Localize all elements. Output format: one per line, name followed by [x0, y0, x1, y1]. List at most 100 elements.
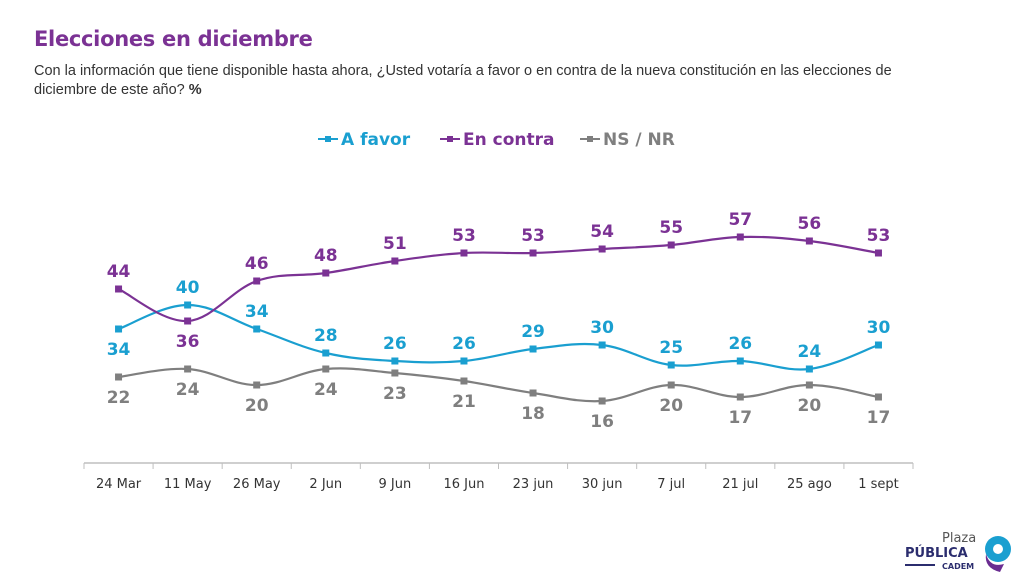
data-label-a-favor: 40: [176, 278, 200, 298]
x-tick-label: 21 jul: [722, 477, 758, 492]
data-label-ns-nr: 18: [521, 404, 545, 424]
logo-line1: Plaza: [942, 531, 976, 546]
data-label-ns-nr: 20: [798, 396, 822, 416]
data-point-a-favor: [115, 325, 123, 333]
data-label-en-contra: 56: [798, 214, 822, 234]
data-point-ns-nr: [253, 381, 261, 389]
logo-line3: CADEM: [942, 562, 974, 571]
data-label-ns-nr: 20: [245, 396, 269, 416]
x-tick-label: 23 jun: [513, 477, 554, 492]
legend-marker-en-contra: [447, 136, 453, 142]
data-point-a-favor: [529, 345, 537, 353]
data-point-ns-nr: [322, 365, 330, 373]
data-point-en-contra: [391, 257, 399, 265]
data-point-ns-nr: [115, 373, 123, 381]
data-point-a-favor: [391, 357, 399, 365]
data-label-a-favor: 28: [314, 326, 338, 346]
data-label-a-favor: 29: [521, 322, 545, 342]
data-point-en-contra: [736, 233, 744, 241]
plaza-publica-cadem-logo: Plaza PÚBLICA CADEM: [900, 528, 1020, 573]
data-label-ns-nr: 17: [867, 408, 891, 428]
series-line-en-contra: [118, 235, 879, 323]
data-point-en-contra: [253, 277, 261, 285]
data-point-a-favor: [805, 365, 813, 373]
logo-line2: PÚBLICA: [905, 545, 968, 561]
data-label-ns-nr: 23: [383, 384, 407, 404]
data-point-a-favor: [667, 361, 675, 369]
legend-label-en-contra: En contra: [463, 130, 554, 150]
data-point-ns-nr: [529, 389, 537, 397]
data-label-en-contra: 48: [314, 246, 338, 266]
x-tick-label: 9 Jun: [379, 477, 412, 492]
subtitle-text: Con la información que tiene disponible …: [34, 63, 892, 98]
data-point-en-contra: [460, 249, 468, 257]
data-label-a-favor: 34: [107, 340, 131, 360]
x-tick-label: 24 Mar: [96, 477, 142, 492]
data-point-a-favor: [598, 341, 606, 349]
legend-marker-ns-nr: [587, 136, 593, 142]
data-label-en-contra: 53: [867, 226, 891, 246]
data-point-en-contra: [184, 317, 192, 325]
data-label-ns-nr: 24: [314, 380, 338, 400]
data-label-ns-nr: 17: [728, 408, 752, 428]
data-point-a-favor: [874, 341, 882, 349]
data-point-ns-nr: [874, 393, 882, 401]
legend-label-ns-nr: NS / NR: [603, 130, 675, 150]
data-label-ns-nr: 21: [452, 392, 476, 412]
data-point-ns-nr: [736, 393, 744, 401]
data-label-ns-nr: 24: [176, 380, 200, 400]
data-label-a-favor: 26: [383, 334, 407, 354]
series-line-a-favor: [118, 303, 879, 371]
data-point-en-contra: [598, 245, 606, 253]
data-label-en-contra: 53: [452, 226, 476, 246]
data-label-en-contra: 36: [176, 332, 200, 352]
x-tick-label: 1 sept: [858, 477, 899, 492]
data-label-a-favor: 34: [245, 302, 269, 322]
data-point-a-favor: [253, 325, 261, 333]
data-point-en-contra: [667, 241, 675, 249]
chart-subtitle: Con la información que tiene disponible …: [34, 62, 934, 100]
data-point-en-contra: [805, 237, 813, 245]
data-point-ns-nr: [460, 377, 468, 385]
data-label-ns-nr: 20: [659, 396, 683, 416]
data-point-en-contra: [115, 285, 123, 293]
data-label-a-favor: 26: [452, 334, 476, 354]
data-label-en-contra: 55: [659, 218, 683, 238]
subtitle-unit: %: [188, 82, 202, 98]
data-point-ns-nr: [805, 381, 813, 389]
data-point-a-favor: [460, 357, 468, 365]
series-line-ns-nr: [118, 367, 879, 403]
x-tick-label: 16 Jun: [443, 477, 484, 492]
page-title: Elecciones en diciembre: [34, 27, 313, 51]
legend-marker-a-favor: [325, 136, 331, 142]
data-label-a-favor: 24: [798, 342, 822, 362]
data-label-en-contra: 53: [521, 226, 545, 246]
data-label-en-contra: 44: [107, 262, 131, 282]
x-tick-label: 7 jul: [657, 477, 685, 492]
data-label-en-contra: 57: [728, 210, 752, 230]
data-label-a-favor: 30: [590, 318, 614, 338]
data-point-en-contra: [874, 249, 882, 257]
x-tick-label: 26 May: [233, 477, 281, 492]
data-label-a-favor: 26: [728, 334, 752, 354]
data-point-ns-nr: [598, 397, 606, 405]
data-point-en-contra: [529, 249, 537, 257]
data-label-ns-nr: 16: [590, 412, 614, 432]
data-point-ns-nr: [391, 369, 399, 377]
data-point-a-favor: [736, 357, 744, 365]
logo-graphic: Plaza PÚBLICA CADEM: [905, 531, 1011, 572]
data-label-en-contra: 51: [383, 234, 407, 254]
data-point-a-favor: [184, 301, 192, 309]
x-tick-label: 25 ago: [787, 477, 832, 492]
data-label-ns-nr: 22: [107, 388, 131, 408]
x-tick-label: 2 Jun: [309, 477, 342, 492]
data-point-ns-nr: [184, 365, 192, 373]
data-point-en-contra: [322, 269, 330, 277]
data-point-ns-nr: [667, 381, 675, 389]
x-tick-label: 30 jun: [582, 477, 623, 492]
data-label-a-favor: 30: [867, 318, 891, 338]
x-tick-label: 11 May: [164, 477, 212, 492]
data-label-en-contra: 54: [590, 222, 614, 242]
data-point-a-favor: [322, 349, 330, 357]
